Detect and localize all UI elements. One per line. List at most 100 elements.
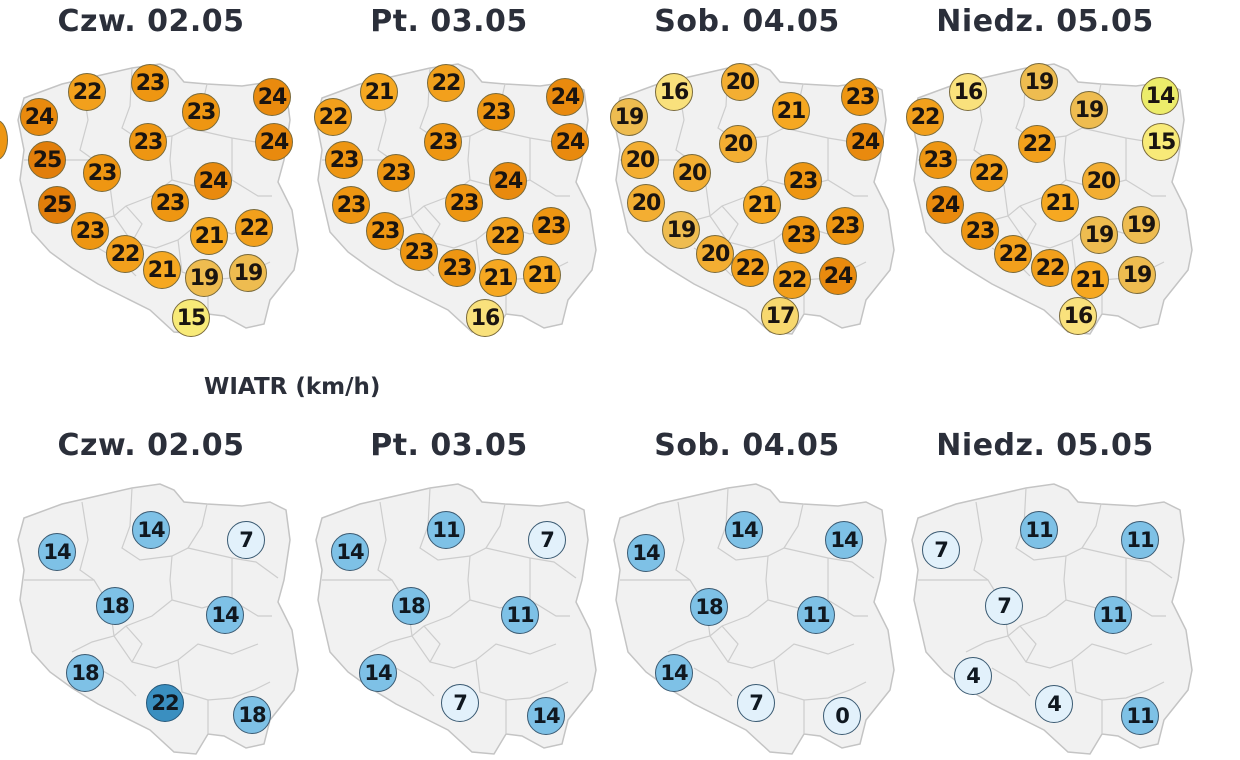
temperature-marker: 22 [994, 235, 1032, 273]
temperature-marker: 20 [1082, 162, 1120, 200]
wind-speed-marker: 11 [1020, 511, 1058, 549]
wind-speed-marker: 14 [331, 533, 369, 571]
wind-speed-marker: 14 [627, 534, 665, 572]
temperature-marker: 24 [253, 78, 291, 116]
temperature-day-panel: Pt. 03.05 22 21 22 23 24 24 23 23 23 24 23 23 23 22 23… [300, 0, 598, 350]
temperature-marker: 20 [719, 125, 757, 163]
wind-speed-marker: 18 [96, 587, 134, 625]
wind-speed-marker: 7 [985, 587, 1023, 625]
temperature-marker: 23 [782, 216, 820, 254]
wind-speed-marker: 18 [690, 588, 728, 626]
wind-speed-marker: 18 [66, 654, 104, 692]
wind-speed-marker: 14 [38, 533, 76, 571]
temperature-marker: 22 [1031, 249, 1069, 287]
wind-day-panel: Niedz. 05.05 7 11 11 7 11 4 4 11 [896, 0, 1194, 760]
wind-section-label: WIATR (km/h) [204, 374, 381, 400]
temperature-marker: 24 [819, 257, 857, 295]
temperature-marker: 23 [919, 141, 957, 179]
temperature-marker: 23 [332, 186, 370, 224]
temperature-marker: 21 [1071, 261, 1109, 299]
poland-map-outline [17, 483, 299, 755]
day-title: Sob. 04.05 [654, 4, 840, 39]
day-title: Pt. 03.05 [370, 428, 528, 463]
temperature-marker: 19 [1070, 91, 1108, 129]
temperature-marker: 23 [366, 212, 404, 250]
wind-day-panel: Pt. 03.05 14 11 7 18 11 14 7 14 [300, 0, 598, 760]
temperature-marker: 20 [621, 141, 659, 179]
temperature-marker: 23 [129, 123, 167, 161]
wind-speed-marker: 4 [954, 657, 992, 695]
temperature-marker: 23 [532, 207, 570, 245]
wind-speed-marker: 14 [132, 511, 170, 549]
temperature-marker: 22 [106, 235, 144, 273]
temperature-marker: 24 [194, 162, 232, 200]
temperature-marker: 19 [1020, 63, 1058, 101]
wind-day-panel: Czw. 02.05 14 14 7 18 14 18 22 18 [2, 0, 300, 760]
wind-speed-marker: 14 [725, 511, 763, 549]
temperature-marker: 24 [255, 123, 293, 161]
temperature-marker: 24 [551, 123, 589, 161]
temperature-marker: 14 [1141, 77, 1179, 115]
temperature-marker: 21 [143, 251, 181, 289]
wind-speed-marker: 7 [737, 684, 775, 722]
temperature-marker: 23 [477, 93, 515, 131]
wind-speed-marker: 11 [797, 596, 835, 634]
temperature-marker: 21 [360, 73, 398, 111]
temperature-marker: 19 [185, 259, 223, 297]
day-title: Niedz. 05.05 [936, 428, 1154, 463]
temperature-marker: 23 [961, 212, 999, 250]
temperature-marker: 21 [743, 186, 781, 224]
temperature-marker: 23 [377, 154, 415, 192]
temperature-marker: 23 [182, 93, 220, 131]
temperature-marker: 25 [28, 141, 66, 179]
temperature-marker: 22 [314, 98, 352, 136]
temperature-marker: 20 [696, 235, 734, 273]
temperature-day-panel: Niedz. 05.05 22 16 19 19 14 15 23 22 22 20 24 21 23 1… [896, 0, 1194, 350]
temperature-marker: 16 [655, 73, 693, 111]
day-title: Niedz. 05.05 [936, 4, 1154, 39]
wind-speed-marker: 14 [655, 654, 693, 692]
temperature-marker: 22 [731, 249, 769, 287]
temperature-marker: 15 [1142, 123, 1180, 161]
temperature-marker: 23 [131, 64, 169, 102]
poland-map-outline [315, 483, 597, 755]
temperature-marker: 22 [970, 154, 1008, 192]
temperature-marker: 23 [445, 184, 483, 222]
temperature-marker: 20 [721, 63, 759, 101]
temperature-marker: 19 [610, 98, 648, 136]
wind-speed-marker: 0 [823, 697, 861, 735]
wind-speed-marker: 11 [501, 596, 539, 634]
temperature-marker: 22 [773, 261, 811, 299]
wind-speed-marker: 14 [359, 654, 397, 692]
wind-speed-marker: 22 [146, 684, 184, 722]
temperature-marker: 24 [926, 186, 964, 224]
temperature-marker: 24 [846, 123, 884, 161]
temperature-marker: 22 [1018, 125, 1056, 163]
day-title: Czw. 02.05 [57, 428, 245, 463]
temperature-marker: 24 [489, 162, 527, 200]
temperature-marker: 17 [761, 297, 799, 335]
temperature-marker: 21 [1041, 184, 1079, 222]
temperature-marker: 24 [20, 98, 58, 136]
temperature-marker: 22 [235, 209, 273, 247]
wind-speed-marker: 4 [1035, 685, 1073, 723]
temperature-marker: 23 [71, 212, 109, 250]
temperature-marker: 23 [826, 207, 864, 245]
poland-map-outline [613, 483, 895, 755]
temperature-marker: 23 [424, 123, 462, 161]
temperature-day-panel: Czw. 02.05 24 22 23 23 24 24 25 23 23 24 25 23 23 21 2… [2, 0, 300, 350]
temperature-marker: 19 [1118, 256, 1156, 294]
temperature-marker: 22 [427, 64, 465, 102]
temperature-marker: 23 [784, 162, 822, 200]
temperature-marker: 21 [479, 259, 517, 297]
wind-speed-marker: 7 [528, 521, 566, 559]
wind-speed-marker: 14 [825, 521, 863, 559]
day-title: Czw. 02.05 [57, 4, 245, 39]
wind-speed-marker: 11 [1121, 697, 1159, 735]
day-title: Sob. 04.05 [654, 428, 840, 463]
temperature-marker: 23 [438, 249, 476, 287]
wind-speed-marker: 18 [392, 587, 430, 625]
temperature-marker: 19 [229, 254, 267, 292]
temperature-marker: 25 [38, 186, 76, 224]
temperature-marker: 23 [325, 141, 363, 179]
